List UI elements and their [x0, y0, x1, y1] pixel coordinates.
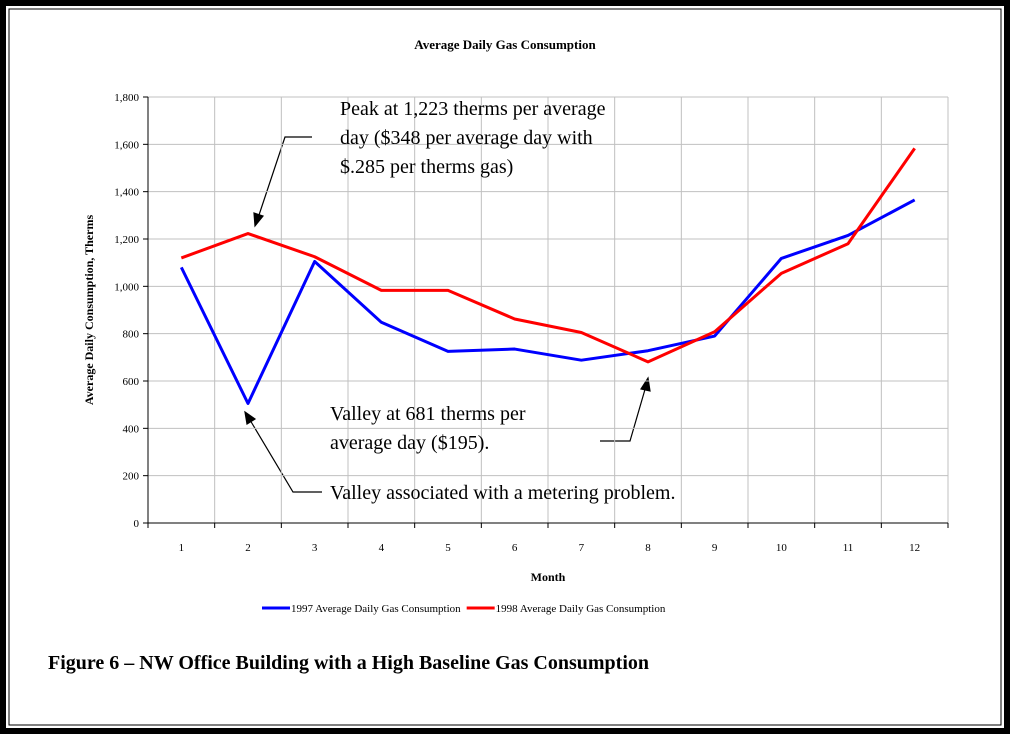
y-tick-label: 1,600	[114, 139, 139, 151]
x-tick-label: 6	[512, 542, 518, 554]
x-tick-label: 9	[712, 542, 718, 554]
arrowhead	[244, 410, 257, 425]
series-line	[179, 198, 916, 405]
annotation-text: Peak at 1,223 therms per average	[340, 98, 606, 120]
y-tick-label: 1,000	[114, 281, 139, 293]
y-tick-label: 600	[123, 376, 140, 388]
legend-label: 1997 Average Daily Gas Consumption	[291, 603, 461, 615]
annotation-text: average day ($195).	[330, 432, 489, 454]
x-axis-label: Month	[531, 570, 566, 584]
arrow	[249, 419, 322, 493]
y-tick-label: 400	[123, 423, 140, 435]
y-tick-label: 0	[134, 518, 140, 530]
arrow	[257, 136, 312, 219]
annotation-text: Valley at 681 therms per	[330, 403, 526, 425]
y-tick-label: 1,200	[114, 234, 139, 246]
x-tick-label: 12	[909, 542, 920, 554]
arrowhead	[253, 212, 265, 228]
x-tick-label: 10	[776, 542, 788, 554]
chart-title: Average Daily Gas Consumption	[414, 37, 596, 52]
legend-label: 1998 Average Daily Gas Consumption	[496, 603, 666, 615]
x-tick-label: 5	[445, 542, 451, 554]
x-tick-label: 2	[245, 542, 251, 554]
y-tick-label: 800	[123, 329, 140, 341]
series-line	[180, 147, 916, 364]
y-tick-label: 200	[123, 471, 140, 483]
inner-frame	[8, 8, 1002, 726]
x-tick-label: 7	[579, 542, 585, 554]
x-tick-label: 8	[645, 542, 651, 554]
y-tick-label: 1,400	[114, 187, 139, 199]
x-tick-label: 1	[179, 542, 185, 554]
x-tick-label: 11	[843, 542, 854, 554]
y-axis-label: Average Daily Consumption, Therms	[82, 215, 96, 406]
annotation-text: $.285 per therms gas)	[340, 156, 513, 178]
annotation-text: day ($348 per average day with	[340, 127, 593, 149]
y-tick-label: 1,800	[114, 92, 139, 104]
annotation-arrows	[244, 136, 651, 493]
figure-caption: Figure 6 – NW Office Building with a Hig…	[48, 652, 649, 674]
arrowhead	[640, 376, 651, 392]
arrow	[600, 385, 647, 442]
x-tick-label: 3	[312, 542, 318, 554]
annotation-text: Valley associated with a metering proble…	[330, 482, 675, 504]
x-tick-label: 4	[379, 542, 385, 554]
